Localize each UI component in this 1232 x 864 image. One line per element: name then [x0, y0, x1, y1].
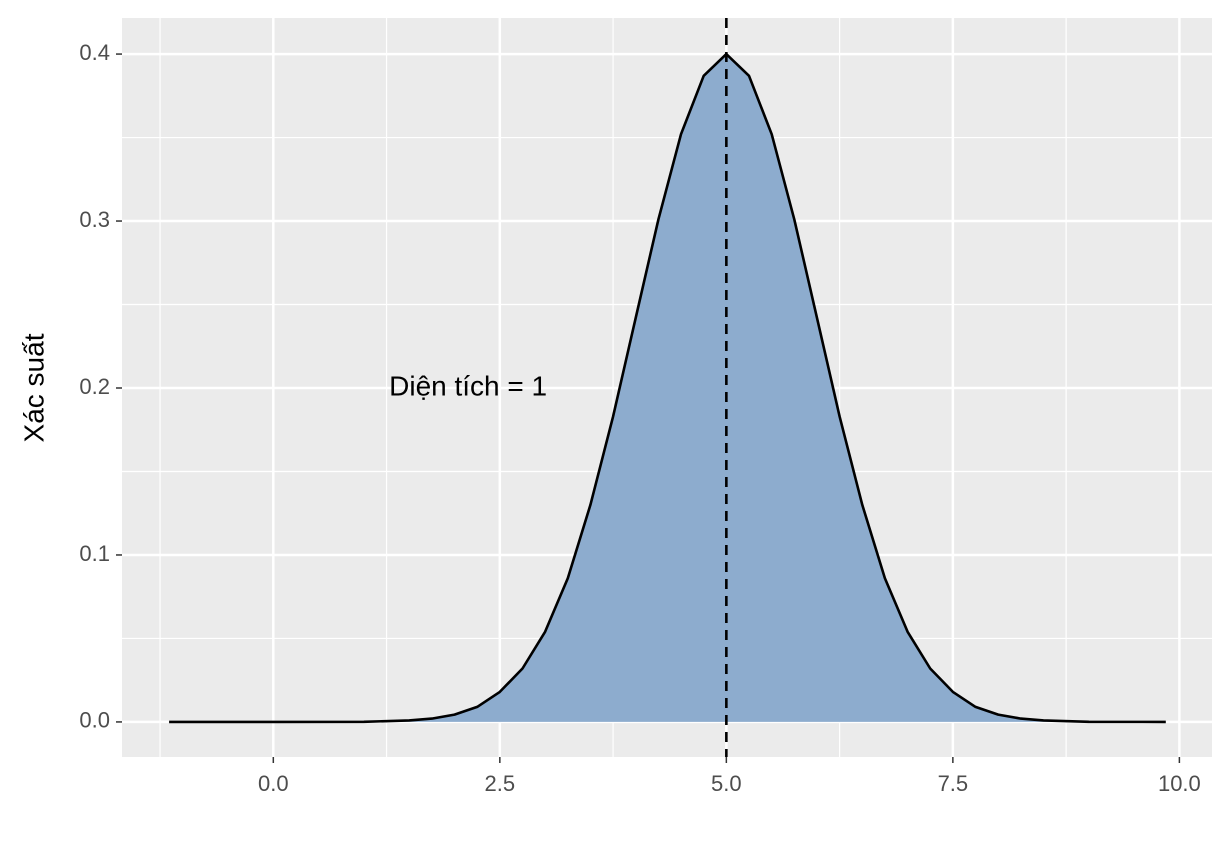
density-line	[169, 52, 1166, 724]
x-tick-label: 2.5	[485, 771, 516, 796]
y-tick-label: 0.1	[79, 541, 110, 566]
x-tick-label: 0.0	[258, 771, 289, 796]
y-axis-label: Xác suất	[18, 333, 49, 442]
x-tick-label: 10.0	[1158, 771, 1201, 796]
density-area	[169, 54, 1166, 722]
y-tick-label: 0.3	[79, 207, 110, 232]
y-tick-label: 0.2	[79, 374, 110, 399]
y-tick-label: 0.0	[79, 708, 110, 733]
y-tick-label: 0.4	[79, 40, 110, 65]
x-tick-label: 5.0	[711, 771, 742, 796]
annotation: Diện tích = 1	[389, 370, 547, 401]
x-tick-label: 7.5	[938, 771, 969, 796]
